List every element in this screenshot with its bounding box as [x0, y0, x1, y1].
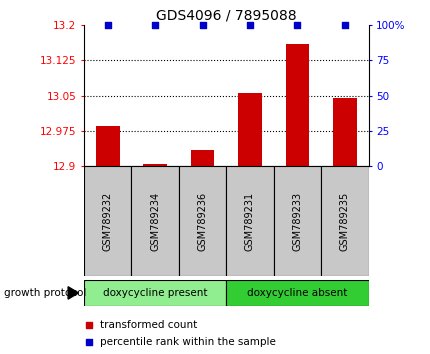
Text: percentile rank within the sample: percentile rank within the sample — [100, 337, 276, 347]
Title: GDS4096 / 7895088: GDS4096 / 7895088 — [156, 8, 296, 22]
Bar — [84, 166, 131, 276]
Bar — [273, 166, 320, 276]
Point — [341, 22, 347, 28]
Bar — [190, 150, 214, 166]
Text: GSM789233: GSM789233 — [292, 192, 302, 251]
Point — [293, 22, 300, 28]
Bar — [143, 164, 166, 166]
Text: GSM789235: GSM789235 — [339, 192, 349, 251]
Point — [199, 22, 206, 28]
Text: GSM789234: GSM789234 — [150, 192, 160, 251]
Point — [151, 22, 158, 28]
Bar — [84, 280, 226, 306]
Point — [85, 322, 92, 328]
Bar — [226, 166, 273, 276]
Text: GSM789231: GSM789231 — [244, 192, 255, 251]
Bar — [226, 280, 368, 306]
Text: GSM789236: GSM789236 — [197, 192, 207, 251]
Bar — [178, 166, 226, 276]
Bar — [285, 44, 308, 166]
Text: doxycycline absent: doxycycline absent — [247, 288, 347, 298]
Bar — [320, 166, 368, 276]
Text: growth protocol: growth protocol — [4, 288, 86, 298]
Bar — [95, 126, 119, 166]
Text: doxycycline present: doxycycline present — [103, 288, 207, 298]
Text: transformed count: transformed count — [100, 320, 197, 330]
Bar — [332, 98, 356, 166]
Polygon shape — [68, 287, 78, 299]
Bar — [237, 93, 261, 166]
Point — [85, 339, 92, 344]
Point — [104, 22, 111, 28]
Bar — [131, 166, 178, 276]
Point — [246, 22, 253, 28]
Text: GSM789232: GSM789232 — [102, 192, 113, 251]
